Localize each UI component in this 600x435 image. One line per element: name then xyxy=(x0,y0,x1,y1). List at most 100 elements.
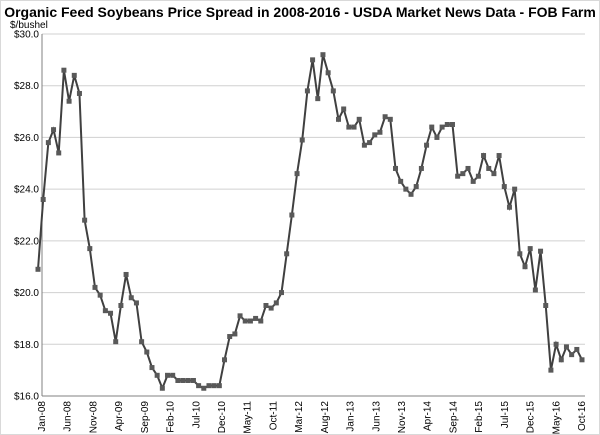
data-point xyxy=(196,383,202,389)
x-tick-label: Sep-14 xyxy=(448,401,459,434)
data-point xyxy=(418,165,424,171)
data-point xyxy=(268,305,274,311)
data-point xyxy=(299,137,305,143)
data-point xyxy=(247,318,253,324)
data-point xyxy=(35,266,41,272)
data-point xyxy=(455,173,461,179)
data-point xyxy=(263,303,269,308)
data-point xyxy=(444,122,450,127)
x-tick-label: Mar-12 xyxy=(294,401,305,433)
data-point xyxy=(486,165,492,171)
data-point xyxy=(465,165,471,171)
gridlines xyxy=(42,33,585,397)
data-point xyxy=(97,292,103,298)
data-point xyxy=(336,116,341,122)
data-point xyxy=(434,134,440,140)
data-point xyxy=(92,284,98,290)
y-tick-label: $16.0 xyxy=(14,392,39,403)
y-tick-label: $22.0 xyxy=(14,236,39,247)
data-point xyxy=(548,367,554,373)
data-point xyxy=(325,70,331,76)
data-point xyxy=(460,171,466,177)
data-point xyxy=(522,264,528,270)
data-point xyxy=(82,217,88,223)
data-point xyxy=(87,246,93,252)
data-point xyxy=(133,300,139,306)
data-point xyxy=(118,303,124,308)
data-point xyxy=(66,98,72,104)
x-tick-label: May-11 xyxy=(243,401,254,434)
y-tick-label: $30.0 xyxy=(14,30,39,41)
data-point xyxy=(165,372,171,378)
x-tick-label: Feb-10 xyxy=(166,401,177,433)
data-point xyxy=(553,341,559,347)
data-point xyxy=(403,186,409,192)
x-tick-label: Aug-12 xyxy=(320,401,331,434)
data-point xyxy=(341,106,347,112)
data-point xyxy=(61,67,67,73)
data-point xyxy=(258,318,264,324)
data-point xyxy=(382,114,388,120)
data-point xyxy=(180,377,186,383)
data-point xyxy=(206,383,212,389)
data-point xyxy=(408,191,414,197)
data-point xyxy=(237,313,243,319)
data-point xyxy=(372,132,378,138)
data-point xyxy=(242,318,248,324)
data-point xyxy=(76,90,82,96)
data-point xyxy=(211,383,217,389)
data-point xyxy=(429,124,435,130)
data-point xyxy=(216,383,222,389)
data-point xyxy=(398,178,404,184)
data-point xyxy=(392,165,398,171)
x-tick-label: Jan-08 xyxy=(37,401,48,432)
data-point xyxy=(346,124,352,130)
data-point xyxy=(532,287,538,293)
x-tick-labels: Jan-08 Jun-08 Nov-08 Apr-09 Sep-09 Feb-10 Jul-… xyxy=(37,401,588,435)
data-point xyxy=(159,385,165,391)
data-point xyxy=(45,140,51,146)
data-point xyxy=(579,357,585,363)
data-point xyxy=(232,331,238,337)
y-tick-label: $28.0 xyxy=(14,81,39,92)
data-point xyxy=(501,184,507,190)
x-tick-label: Jun-08 xyxy=(63,401,74,432)
data-point xyxy=(175,377,181,383)
y-axis-label: $/bushel xyxy=(10,20,48,31)
data-point xyxy=(310,57,316,63)
data-point xyxy=(190,377,196,383)
data-point xyxy=(361,142,367,148)
data-point xyxy=(139,339,145,345)
data-point xyxy=(227,334,233,340)
data-point xyxy=(377,129,383,135)
data-point xyxy=(108,310,114,316)
data-point xyxy=(424,142,430,148)
data-point xyxy=(154,372,160,378)
data-point xyxy=(330,88,336,94)
x-tick-label: Nov-13 xyxy=(397,401,408,434)
data-point xyxy=(51,127,57,133)
data-point xyxy=(185,377,191,383)
data-point xyxy=(569,352,575,358)
axes xyxy=(41,34,585,397)
data-point xyxy=(294,171,300,177)
data-point xyxy=(481,153,487,159)
x-tick-label: Oct-11 xyxy=(268,401,279,431)
data-point xyxy=(113,339,119,345)
data-point xyxy=(144,349,150,355)
data-point xyxy=(222,357,228,363)
data-point xyxy=(56,150,62,156)
x-tick-label: Oct-16 xyxy=(577,401,588,431)
data-point xyxy=(304,88,310,94)
series-line xyxy=(37,54,583,391)
data-point xyxy=(538,248,544,254)
data-point xyxy=(527,246,533,252)
y-tick-labels: $16.0 $18.0 $20.0 $22.0 $24.0 $26.0 $28.0 $30.0 xyxy=(14,30,39,403)
x-tick-label: May-16 xyxy=(551,401,562,435)
data-point xyxy=(574,346,580,352)
data-point xyxy=(470,178,476,184)
data-point xyxy=(40,196,46,202)
data-point xyxy=(512,186,518,192)
data-point xyxy=(253,315,259,321)
